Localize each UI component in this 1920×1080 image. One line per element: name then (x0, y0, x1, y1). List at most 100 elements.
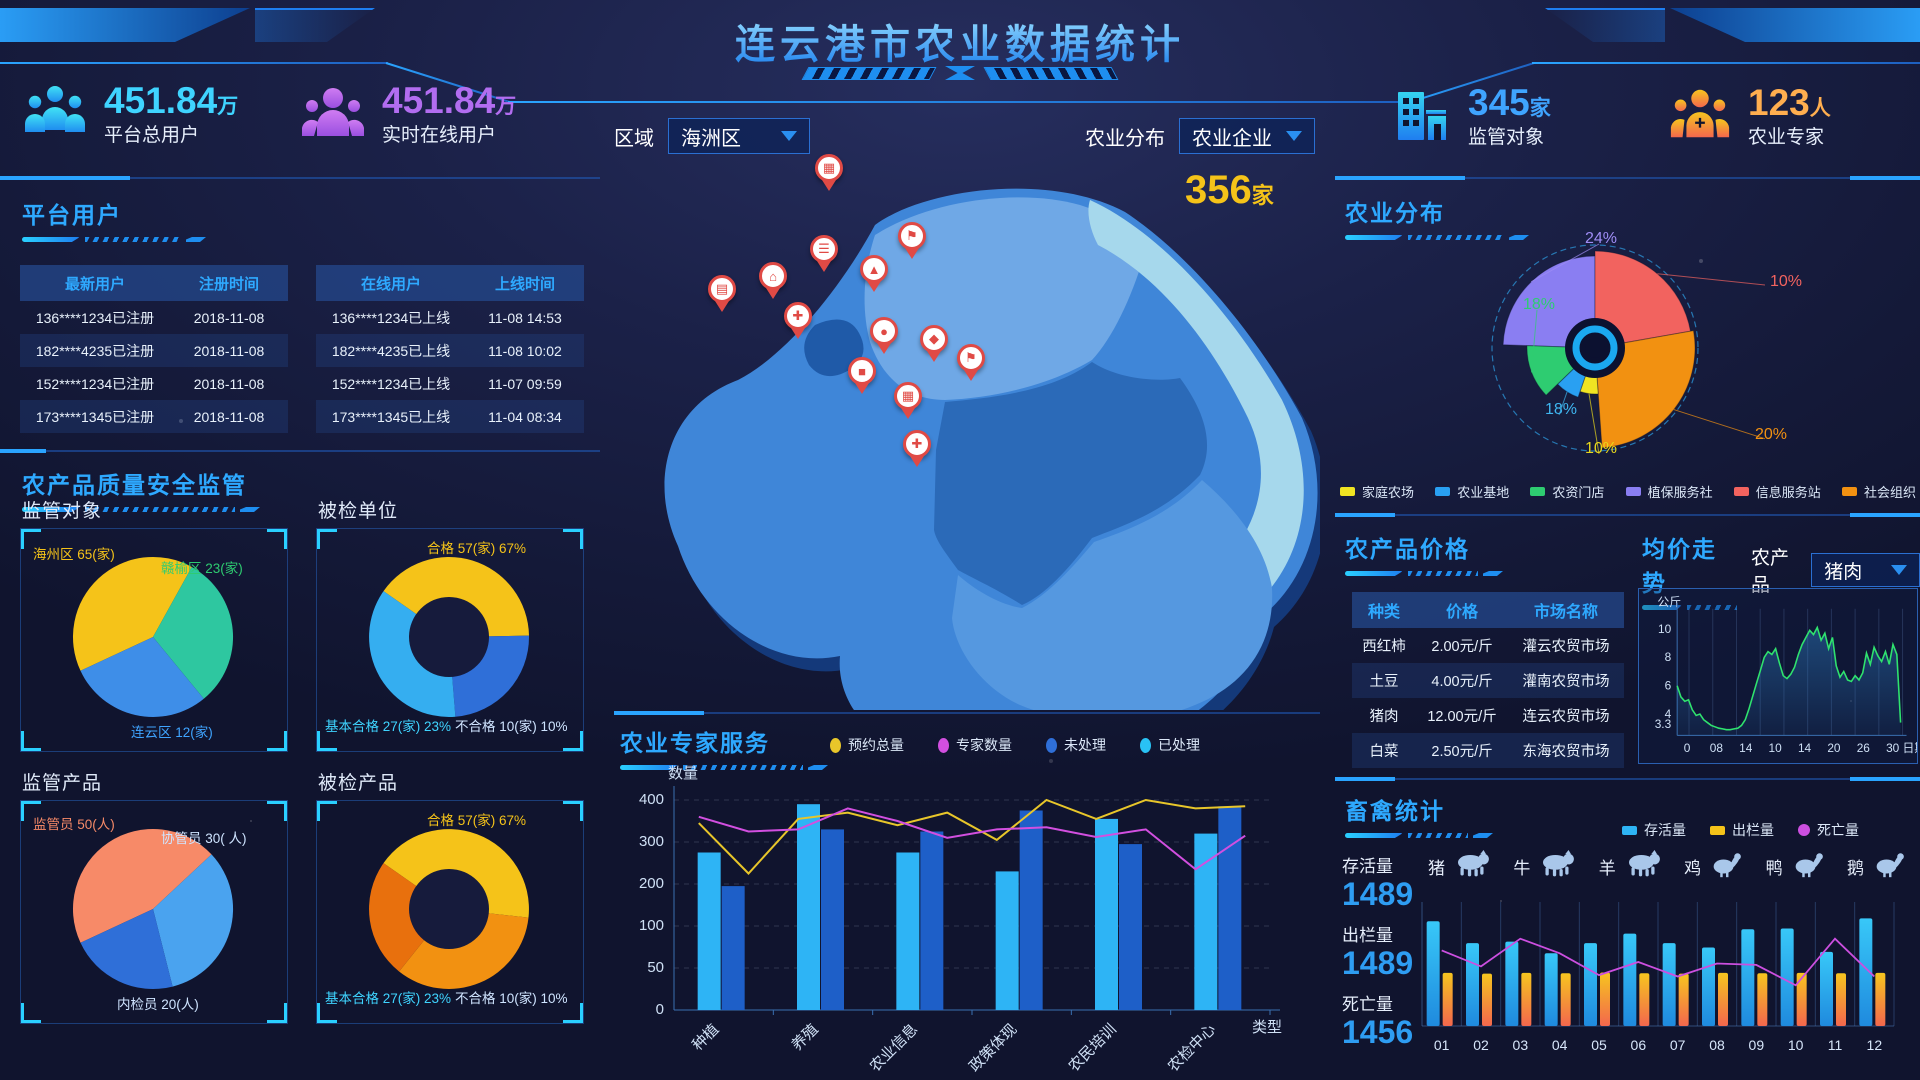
distribution-select[interactable]: 农业企业 (1179, 118, 1315, 154)
animal-icon (1789, 850, 1827, 883)
animal-item-1[interactable]: 牛 (1513, 850, 1578, 883)
chart-card-title: 被检单位 (318, 501, 399, 522)
stat-online-users: 451.84万 实时在线用户 (300, 80, 516, 146)
legend-item[interactable]: 植保服务社 (1625, 482, 1713, 501)
chart-card: 海州区 65(家) 赣榆区 23(家) 连云区 12(家) (20, 528, 288, 752)
online-table: 在线用户 上线时间 136****1234已上线 11-08 14:53 182****… (316, 265, 584, 433)
legend-item[interactable]: 未处理 (1046, 735, 1106, 755)
map-pin[interactable]: ● (870, 317, 900, 355)
legend-item[interactable]: 社会组织 (1841, 482, 1916, 501)
map-pin[interactable]: ■ (848, 357, 878, 395)
stat-label: 平台总用户 (104, 124, 200, 146)
legend-item[interactable]: 农资门店 (1530, 482, 1604, 501)
price-table: 种类 价格 市场名称 西红柿 2.00元/斤 灌云农贸市场 土豆 4.00元/斤 灌南农贸市场猪… (1352, 592, 1624, 768)
legend-item[interactable]: 信息服务站 (1733, 482, 1821, 501)
section-title: 农产品价格 (1345, 536, 1470, 562)
chart-card-title: 监管对象 (22, 501, 103, 522)
svg-text:数量: 数量 (668, 765, 698, 782)
map-pin[interactable]: ▲ (860, 255, 890, 293)
map-pin[interactable]: ✚ (903, 430, 933, 468)
map-pin[interactable]: ✚ (784, 302, 814, 340)
table-row[interactable]: 182****4235已上线 11-08 10:02 (316, 334, 584, 367)
product-select-value: 猪肉 (1824, 561, 1863, 583)
legend-item[interactable]: 专家数量 (938, 735, 1012, 755)
rose-chart (1491, 243, 1785, 455)
map-pin[interactable]: ☰ (810, 235, 840, 273)
divider (1335, 513, 1920, 517)
animal-item-5[interactable]: 鹅 (1847, 850, 1908, 883)
product-select[interactable]: 猪肉 (1811, 553, 1920, 587)
table-cell: 136****1234已上线 (331, 309, 451, 326)
map-pin[interactable]: ⚑ (957, 344, 987, 382)
svg-text:种植: 种植 (689, 1021, 722, 1054)
map-pin[interactable]: ⚑ (898, 222, 928, 260)
legend-item[interactable]: 死亡量 (1798, 820, 1859, 840)
legend-item[interactable]: 出栏量 (1710, 820, 1774, 840)
legend-item[interactable]: 存活量 (1622, 820, 1686, 840)
map-pin[interactable]: ▦ (894, 382, 924, 420)
column-header: 注册时间 (198, 275, 259, 293)
stat-label: 死亡量 (1342, 995, 1393, 1015)
table-cell: 173****1345已注册 (35, 408, 155, 425)
enterprise-count: 356家 (1185, 168, 1274, 213)
stat-value: 345 (1468, 82, 1530, 123)
column-header: 在线用户 (360, 275, 421, 293)
chart-card: 监管员 50(人) 协管员 30( 人) 内检员 20(人) (20, 800, 288, 1024)
animal-label: 牛 (1513, 859, 1531, 878)
pie-label: 协管员 30( 人) (161, 831, 247, 846)
animal-item-0[interactable]: 猪 (1428, 850, 1493, 883)
table-row[interactable]: 136****1234已注册 2018-11-08 (20, 301, 288, 334)
svg-text:20: 20 (1827, 741, 1841, 755)
pie-chart (72, 556, 234, 717)
table-row[interactable]: 152****1234已上线 11-07 09:59 (316, 367, 584, 400)
legend-item[interactable]: 家庭农场 (1340, 482, 1414, 501)
stat-label: 出栏量 (1342, 926, 1393, 946)
svg-text:10: 10 (1788, 1037, 1804, 1053)
rose-chart-wrap: 24% 10% 20% 10% 18% 18% (1425, 218, 1802, 480)
pie-label: 监管员 50(人) (33, 817, 115, 832)
count-value: 356 (1185, 168, 1252, 212)
table-row[interactable]: 白菜 2.50元/斤 东海农贸市场 (1352, 733, 1624, 768)
svg-text:14: 14 (1739, 741, 1753, 755)
table-header: 在线用户 上线时间 (316, 265, 584, 301)
stat-unit: 万 (217, 95, 239, 118)
animal-item-4[interactable]: 鸭 (1766, 850, 1827, 883)
svg-text:政策体现: 政策体现 (966, 1021, 1020, 1075)
pie-label: 内检员 20(人) (117, 997, 199, 1012)
online-users-icon (302, 88, 364, 137)
svg-text:03: 03 (1513, 1037, 1529, 1053)
table-row[interactable]: 土豆 4.00元/斤 灌南农贸市场 (1352, 663, 1624, 698)
svg-text:01: 01 (1434, 1037, 1450, 1053)
column-header: 上线时间 (494, 275, 555, 293)
district-map[interactable]: ▦ ⚑ ☰ ▲ ⌂ ▤ ✚ ● ◆ ⚑ ■ ▦ ✚ (620, 150, 1327, 797)
animal-item-2[interactable]: 羊 (1599, 850, 1664, 883)
animal-item-3[interactable]: 鸡 (1684, 850, 1745, 883)
region-select-value: 海洲区 (681, 127, 741, 150)
legend-item[interactable]: 农业基地 (1435, 482, 1509, 501)
pie-label: 连云区 12(家) (131, 725, 213, 740)
legend-item[interactable]: 预约总量 (830, 735, 904, 755)
table-cell: 182****4235已注册 (35, 342, 155, 359)
section-livestock: 畜禽统计 (1345, 792, 1493, 838)
table-row[interactable]: 152****1234已注册 2018-11-08 (20, 367, 288, 400)
region-select[interactable]: 海洲区 (668, 118, 810, 154)
map-pin[interactable]: ◆ (920, 325, 950, 363)
table-row[interactable]: 173****1345已上线 11-04 08:34 (316, 400, 584, 433)
map-pin[interactable]: ⌂ (759, 262, 789, 300)
table-row[interactable]: 136****1234已上线 11-08 14:53 (316, 301, 584, 334)
svg-text:3.3: 3.3 (1655, 717, 1672, 731)
pie-chart (72, 828, 234, 990)
table-row[interactable]: 182****4235已注册 2018-11-08 (20, 334, 288, 367)
table-row[interactable]: 猪肉 12.00元/斤 连云农贸市场 (1352, 698, 1624, 733)
stat-label: 农业专家 (1748, 126, 1825, 148)
map-pin[interactable]: ▤ (708, 275, 738, 313)
table-row[interactable]: 173****1345已注册 2018-11-08 (20, 400, 288, 433)
animal-icon (1622, 850, 1664, 883)
table-row[interactable]: 西红柿 2.00元/斤 灌云农贸市场 (1352, 628, 1624, 663)
legend-item[interactable]: 已处理 (1140, 735, 1200, 755)
map-pin[interactable]: ▦ (815, 154, 845, 192)
svg-text:10: 10 (1658, 622, 1672, 636)
distribution-select-value: 农业企业 (1192, 127, 1272, 150)
region-label: 区域 (614, 127, 654, 150)
svg-text:0: 0 (656, 1001, 664, 1018)
